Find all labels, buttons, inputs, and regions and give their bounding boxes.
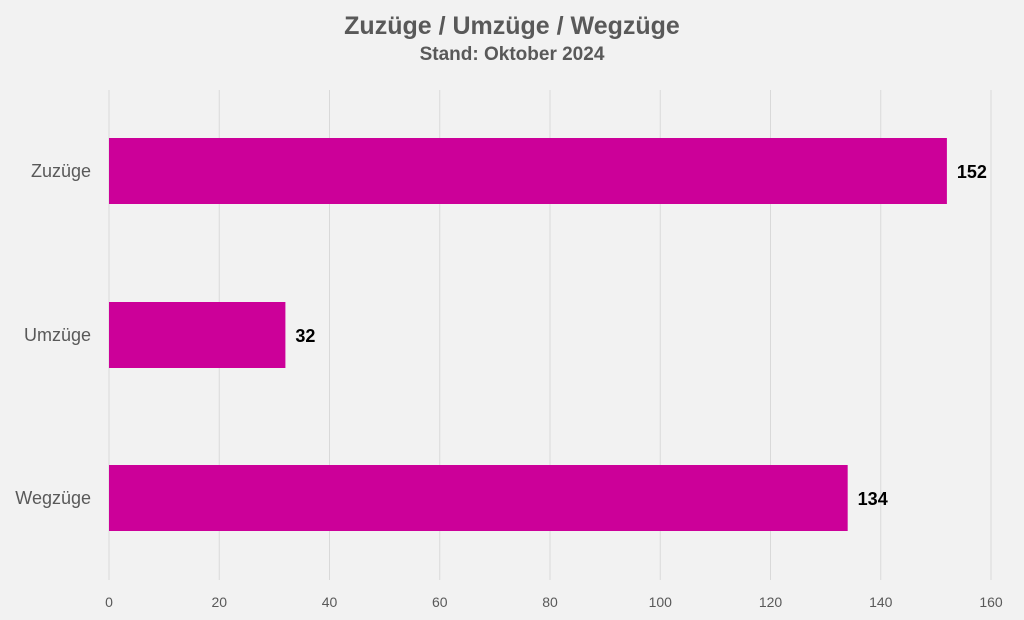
x-tick-label: 20	[211, 594, 227, 610]
x-tick-label: 160	[979, 594, 1003, 610]
x-tick-label: 140	[869, 594, 893, 610]
data-label: 152	[957, 162, 987, 182]
x-tick-label: 60	[432, 594, 448, 610]
category-label: Wegzüge	[15, 488, 91, 508]
x-tick-label: 0	[105, 594, 113, 610]
x-tick-label: 40	[322, 594, 338, 610]
x-tick-label: 100	[649, 594, 673, 610]
labels: 0 20 40 60 80 100 120 140 160 Zuzüge 152 Umzüge 32 We…	[15, 161, 1003, 610]
bars	[109, 138, 947, 531]
category-label: Umzüge	[24, 325, 91, 345]
category-label: Zuzüge	[31, 161, 91, 181]
bar	[109, 465, 848, 531]
chart-title: Zuzüge / Umzüge / Wegzüge	[344, 12, 680, 40]
data-label: 134	[858, 489, 888, 509]
bar	[109, 138, 947, 204]
chart-subtitle: Stand: Oktober 2024	[419, 44, 605, 65]
bar	[109, 302, 286, 368]
x-tick-label: 80	[542, 594, 558, 610]
data-label: 32	[295, 326, 315, 346]
x-tick-label: 120	[759, 594, 783, 610]
